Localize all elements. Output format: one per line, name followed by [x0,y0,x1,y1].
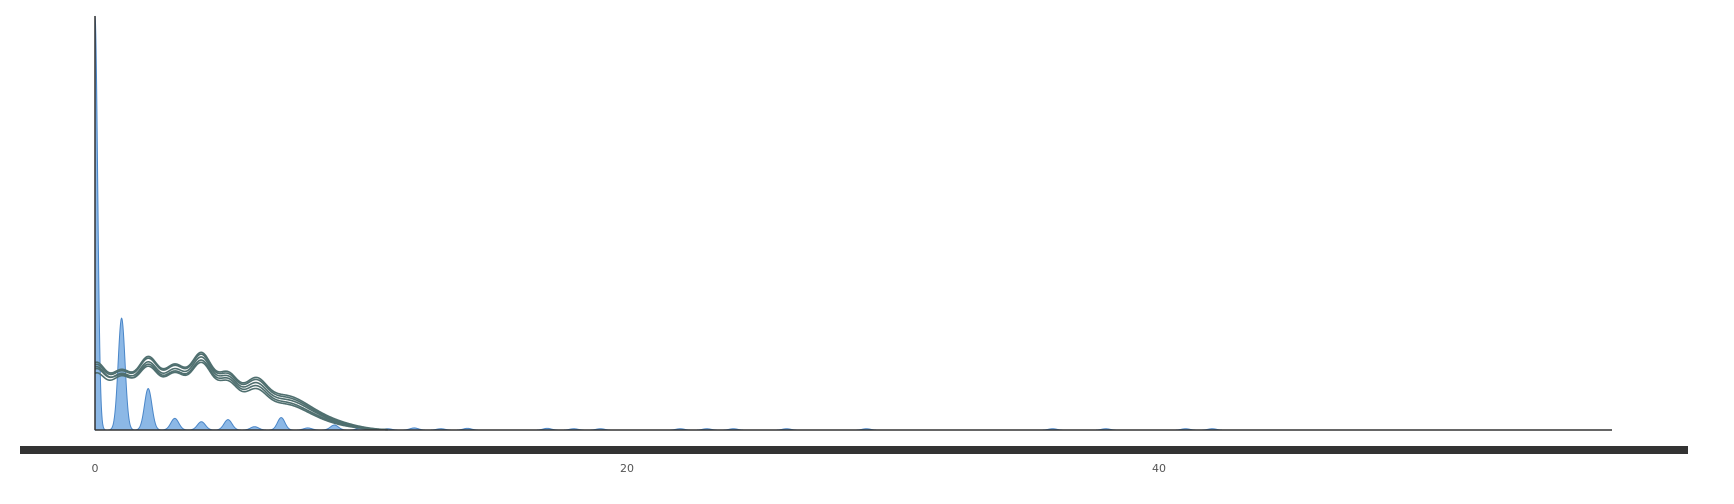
horizontal-scrollbar[interactable] [20,446,1688,454]
x-tick-label-0: 0 [92,462,99,475]
fill-series [94,15,1612,431]
x-tick-label-20: 20 [620,462,634,475]
line-series-group [94,351,388,431]
x-tick-label-40: 40 [1152,462,1166,475]
x-tick-labels: 0 20 40 [92,462,1167,475]
line-series-2 [94,353,388,431]
line-series-4 [94,351,388,431]
line-series-1 [94,356,388,431]
line-series-0 [94,359,388,431]
line-series-3 [94,361,388,431]
fill-area [94,15,1612,431]
